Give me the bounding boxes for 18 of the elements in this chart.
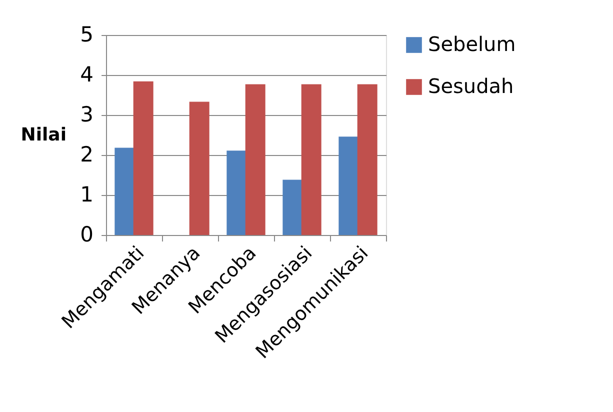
bar [114, 148, 135, 235]
y-tick-label: 0 [80, 222, 94, 246]
legend-label: Sesudah [428, 74, 514, 98]
y-tick-label: 3 [80, 102, 94, 126]
bar [245, 84, 266, 235]
bar [357, 84, 378, 235]
bar [189, 102, 210, 235]
bar [133, 81, 154, 235]
y-tick-label: 4 [80, 62, 94, 86]
bar [282, 180, 303, 235]
legend-label: Sebelum [428, 32, 516, 56]
y-tick-label: 1 [80, 182, 94, 206]
bar [301, 84, 322, 235]
y-tick-label: 2 [80, 142, 94, 166]
y-axis-title: Nilai [20, 124, 66, 146]
y-tick-label: 5 [80, 22, 94, 46]
bar [338, 136, 359, 235]
bar [226, 150, 247, 235]
